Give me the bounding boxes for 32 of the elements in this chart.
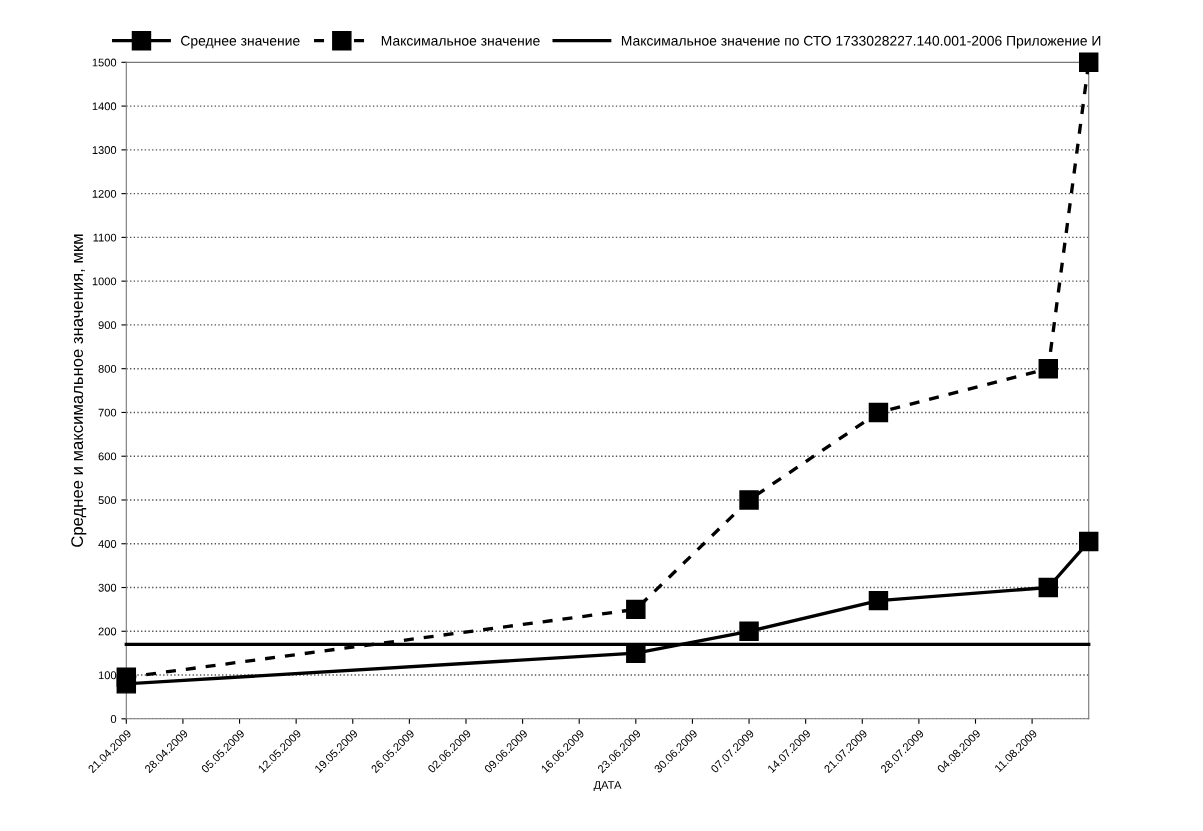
y-tick-label: 400 (98, 540, 117, 548)
point (1078, 531, 1099, 552)
legend-label: Среднее значение (181, 35, 300, 49)
point (116, 674, 137, 694)
y-tick-label: 900 (98, 321, 117, 330)
x-axis-title: ДАТА (593, 781, 622, 791)
point (626, 599, 646, 620)
y-axis-title: Среднее и максимальное значения, мкм (71, 234, 87, 547)
point (868, 402, 889, 423)
point (739, 621, 759, 642)
y-tick-label: 1000 (92, 277, 117, 286)
y-tick-label: 1100 (93, 233, 117, 242)
y-tick-label: 700 (98, 408, 117, 417)
y-tick-label: 0 (110, 715, 117, 723)
y-tick-label: 1300 (92, 146, 117, 154)
y-tick-label: 600 (98, 452, 117, 461)
y-tick-label: 1500 (92, 58, 117, 67)
y-tick-label: 500 (98, 496, 117, 505)
point (1038, 577, 1059, 598)
point (868, 590, 889, 611)
point (1038, 358, 1059, 379)
y-tick-label: 200 (98, 627, 117, 636)
point (626, 643, 646, 663)
y-tick-label: 1400 (92, 102, 117, 111)
legend-label: Максимальное значение по СТО 1733028227.140.001-2006 Приложение И (621, 35, 1101, 49)
point (739, 490, 759, 510)
y-tick-label: 800 (98, 364, 117, 373)
y-tick-label: 300 (98, 583, 117, 592)
legend-label: Максимальное значение (381, 36, 540, 46)
y-tick-label: 1200 (92, 189, 117, 198)
point (1078, 52, 1099, 73)
y-tick-label: 100 (98, 671, 117, 680)
